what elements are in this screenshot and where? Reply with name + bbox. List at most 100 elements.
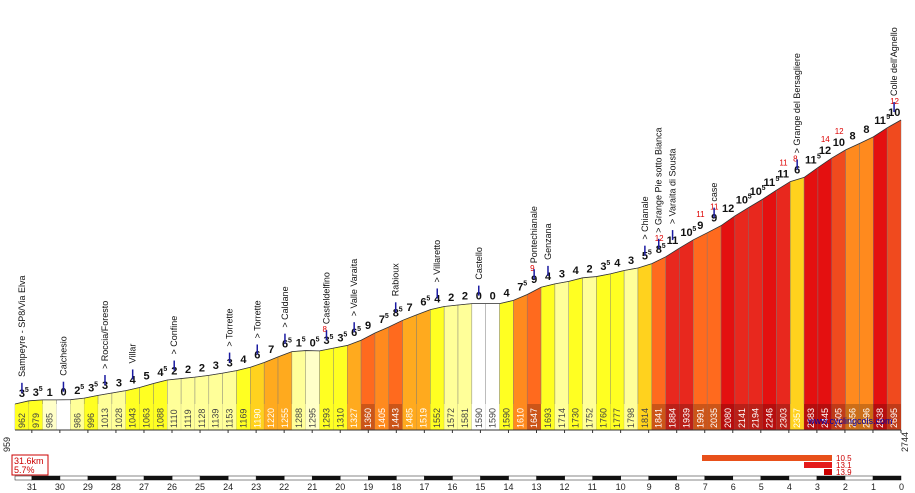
- altitude-band: [485, 404, 500, 430]
- km-tick-label: 5: [759, 482, 764, 492]
- altitude-band: [194, 404, 209, 430]
- km-tick-label: 22: [279, 482, 289, 492]
- altitude-band: [305, 404, 320, 430]
- gradient-label: 8: [863, 124, 869, 136]
- altitude-band: [153, 404, 168, 430]
- gradient-label: 4: [614, 258, 621, 270]
- km-scale-block: [424, 475, 453, 481]
- altitude-label: 1939: [681, 408, 691, 428]
- gradient-labels: 3 5 3 5 1 0 2 5 3 5 3 3 4 5 4 5 2 2 2 3 3 4 6 7 6 5 1 5 0 5 3 583 5 6 5 97 5…: [19, 97, 900, 400]
- altitude-band: [637, 404, 652, 430]
- km-scale-block: [704, 475, 734, 481]
- altitude-label: 1153: [225, 409, 235, 428]
- gradient-half-label: 5: [817, 154, 821, 161]
- altitude-label: 2303: [778, 408, 788, 428]
- gradient-half-label: 5: [606, 260, 610, 267]
- altitude-label: 1128: [197, 409, 207, 428]
- km-scale-block: [676, 475, 705, 481]
- altitude-label: 1063: [142, 408, 152, 428]
- altitude-band: [693, 404, 708, 430]
- profile-segment: [693, 232, 708, 431]
- max-gradient-label: 8: [793, 154, 798, 163]
- altitude-band: [651, 404, 666, 430]
- altitude-labels: 962 979 985 986 996 1013 1028 1043 1063 1088 1110 1…: [17, 408, 899, 428]
- km-scale-block: [732, 475, 762, 481]
- place-label: Casteldelfino: [321, 272, 331, 324]
- altitude-label: 1119: [183, 409, 193, 428]
- gradient-label: 4: [545, 271, 552, 283]
- altitude-label: 1169: [238, 409, 248, 428]
- gradient-label: 3: [116, 378, 122, 390]
- gradient-half-label: 5: [748, 194, 752, 201]
- summary-distance: 31.6km: [14, 456, 44, 466]
- altitude-label: 986: [72, 413, 82, 428]
- km-scale-block: [452, 475, 481, 481]
- altitude-label: 1255: [280, 408, 290, 428]
- altitude-band: [125, 404, 140, 430]
- gradient-label: 6: [420, 297, 426, 309]
- altitude-band: [707, 404, 722, 430]
- gradient-half-label: 5: [662, 243, 666, 250]
- km-scale-block: [255, 475, 285, 481]
- altitude-label: 1028: [114, 408, 124, 428]
- gradient-label: 8: [656, 244, 662, 256]
- altitude-band: [388, 404, 403, 430]
- place-label: > Grange Pie sotto Bianca: [654, 128, 664, 233]
- gradient-label: 3: [337, 332, 343, 344]
- altitude-label: 1581: [460, 408, 470, 428]
- km-scale-block: [872, 475, 902, 481]
- gradient-half-label: 5: [426, 296, 430, 303]
- place-label: Genzana: [543, 223, 553, 260]
- altitude-band: [361, 404, 375, 430]
- altitude-band: [250, 404, 265, 430]
- place-labels: Sampeyre - SP8/Via Elva Calchesio > Roccia…: [17, 27, 899, 393]
- legend-label: 10.5: [836, 454, 852, 463]
- km-scale-block: [592, 475, 621, 481]
- km-tick-label: 21: [307, 482, 317, 492]
- altitude-band: [402, 404, 417, 430]
- altitude-band: [679, 404, 694, 430]
- gradient-label: 3: [323, 335, 329, 347]
- altitude-label: 1519: [418, 408, 428, 428]
- altitude-label: 1288: [294, 408, 304, 428]
- gradient-label: 10: [736, 195, 748, 207]
- altitude-label: 2596: [861, 408, 871, 428]
- altitude-band: [222, 404, 237, 430]
- altitude-band: [430, 404, 445, 430]
- gradient-bars: [14, 119, 902, 431]
- gradient-label: 6: [254, 349, 260, 361]
- gradient-label: 12: [819, 145, 831, 157]
- profile-segment: [679, 239, 694, 431]
- altitude-label: 1647: [529, 408, 539, 428]
- km-tick-label: 24: [223, 482, 233, 492]
- gradient-label: 8: [393, 307, 399, 319]
- gradient-label: 6: [351, 327, 357, 339]
- km-tick-label: 18: [391, 482, 401, 492]
- km-scale-block: [14, 475, 33, 481]
- place-label: Villar: [128, 344, 138, 364]
- altitude-band: [264, 404, 279, 430]
- gradient-label: 1: [47, 387, 53, 399]
- altitude-band: [887, 404, 901, 430]
- km-tick-label: 16: [447, 482, 457, 492]
- summary-average: 5.7%: [14, 465, 35, 475]
- altitude-label: 1443: [391, 408, 401, 428]
- km-scale-block: [480, 475, 509, 481]
- gradient-label: 3: [88, 382, 94, 394]
- place-label: > Caldane: [280, 286, 290, 327]
- km-scale-block: [760, 475, 790, 481]
- altitude-band: [278, 404, 292, 430]
- gradient-label: 7: [517, 282, 523, 294]
- place-label: > Roccia/Foresto: [100, 301, 110, 369]
- gradient-label: 5: [642, 251, 648, 263]
- place-label: > Torrette: [225, 308, 235, 346]
- profile-segment: [734, 207, 749, 431]
- profile-segment: [803, 167, 819, 431]
- altitude-label: 1714: [557, 408, 567, 428]
- legend-swatch: [824, 469, 832, 475]
- altitude-band: [804, 404, 818, 430]
- altitude-band: [167, 404, 182, 430]
- altitude-band: [748, 404, 763, 430]
- altitude-band: [873, 404, 888, 430]
- km-tick-label: 10: [616, 482, 626, 492]
